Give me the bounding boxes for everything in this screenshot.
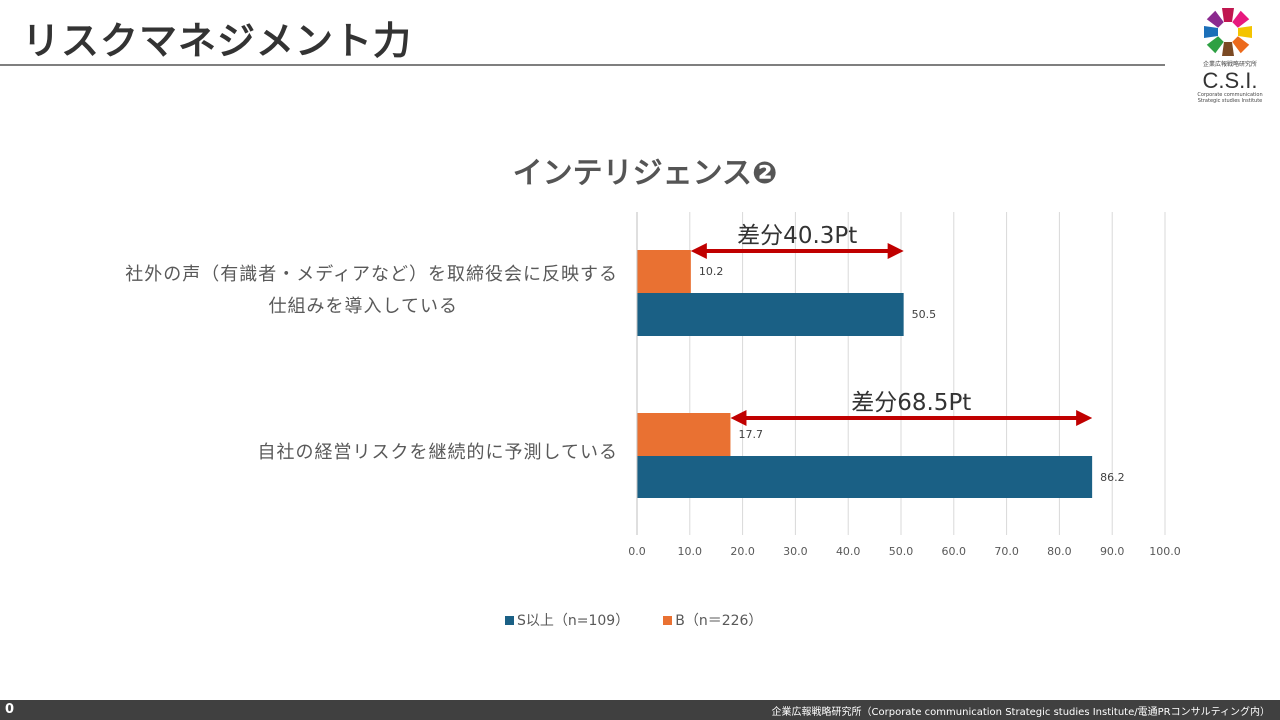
difference-label: 差分40.3Pt (737, 223, 858, 249)
x-tick-label: 100.0 (1149, 545, 1181, 558)
bar (637, 250, 691, 293)
category-label-1: 社外の声（有識者・メディアなど）を取締役会に反映する 仕組みを導入している (125, 259, 618, 323)
bar (637, 456, 1093, 498)
legend-label-s: S以上（n=109） (517, 613, 630, 629)
chart-title: インテリジェンス❷ (512, 156, 778, 191)
title-divider (0, 64, 1165, 66)
legend-item-s: S以上（n=109） (505, 610, 629, 630)
category-label-1-line2: 仕組みを導入している (268, 296, 458, 317)
x-tick-label: 90.0 (1099, 545, 1125, 558)
x-tick-label: 20.0 (730, 545, 755, 558)
bar (637, 413, 731, 456)
x-tick-label: 70.0 (994, 545, 1019, 558)
x-tick-label: 10.0 (677, 545, 703, 558)
x-tick-label: 40.0 (835, 545, 861, 558)
csi-logo: 企業広報戦略研究所 C.S.I. Corporate communication… (1197, 8, 1263, 104)
difference-label: 差分68.5Pt (851, 390, 972, 416)
data-label: 17.7 (738, 428, 763, 441)
data-label: 10.2 (698, 265, 724, 278)
footer-bar: 0 企業広報戦略研究所（Corporate communication Stra… (0, 700, 1280, 720)
x-tick-label: 50.0 (888, 545, 914, 558)
legend: S以上（n=109） B（n＝226） (505, 610, 762, 630)
legend-swatch-s (505, 616, 514, 625)
svg-text:Strategic studies Institute: Strategic studies Institute (1198, 98, 1263, 104)
x-tick-label: 60.0 (941, 545, 967, 558)
category-label-2: 自社の経営リスクを継続的に予測している (257, 442, 618, 463)
page-number: 0 (5, 702, 15, 717)
page-title: リスクマネジメント力 (22, 19, 413, 63)
category-label-1-line1: 社外の声（有識者・メディアなど）を取締役会に反映する (125, 264, 618, 285)
svg-text:C.S.I.: C.S.I. (1202, 68, 1257, 93)
legend-swatch-b (663, 616, 673, 625)
data-label: 86.2 (1100, 471, 1125, 484)
data-label: 50.5 (911, 308, 937, 321)
footer-credit: 企業広報戦略研究所（Corporate communication Strate… (771, 707, 1270, 718)
bar (637, 293, 904, 336)
svg-text:Corporate communication: Corporate communication (1197, 92, 1262, 98)
legend-item-b: B（n＝226） (663, 610, 762, 630)
legend-label-b: B（n＝226） (675, 613, 763, 629)
x-tick-label: 30.0 (783, 545, 808, 558)
x-tick-label: 0.0 (628, 545, 646, 558)
svg-text:企業広報戦略研究所: 企業広報戦略研究所 (1203, 60, 1257, 68)
x-tick-label: 80.0 (1047, 545, 1072, 558)
